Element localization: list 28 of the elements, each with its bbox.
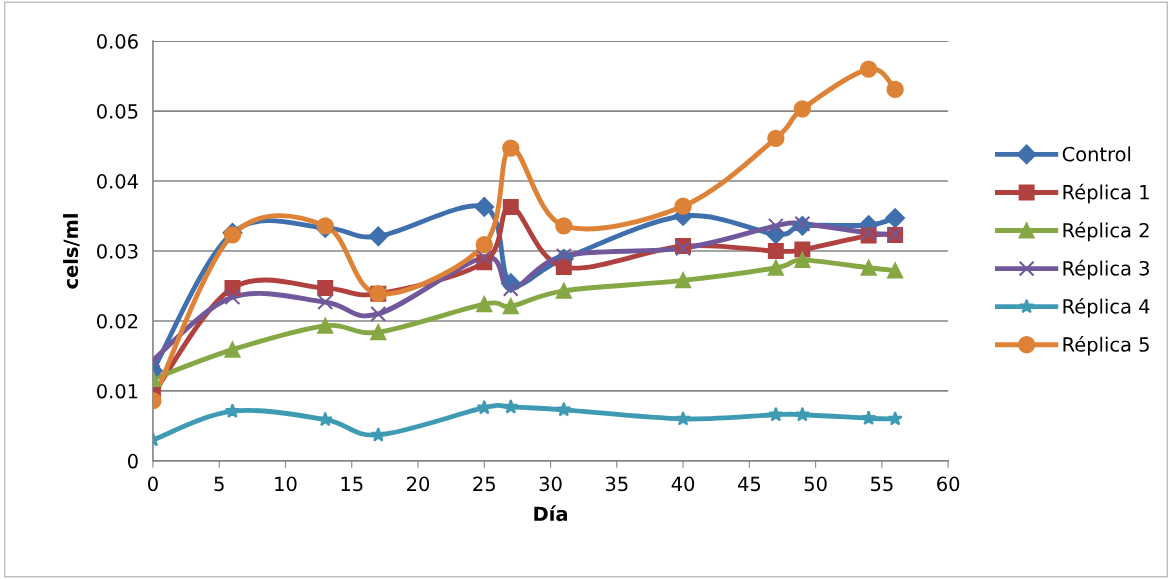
x-tick-label: 30 [539, 476, 562, 492]
x-tick-label: 50 [804, 476, 827, 492]
legend-label: Réplica 3 [1063, 259, 1149, 280]
x-tick-label: 15 [341, 476, 363, 492]
y-tick-label: 0.03 [97, 243, 138, 259]
x-tick-label: 40 [671, 476, 695, 492]
y-axis-title: cels/ml [63, 214, 80, 289]
x-tick-label: 25 [473, 476, 495, 492]
x-tick-label: 60 [937, 476, 960, 492]
x-tick-label: 45 [737, 476, 761, 492]
x-tick-label: 5 [214, 476, 224, 492]
x-tick-label: 35 [605, 476, 628, 492]
y-tick-label: 0.01 [97, 383, 138, 399]
legend-label: Réplica 2 [1063, 221, 1149, 242]
y-tick-label: 0.02 [97, 313, 138, 329]
x-tick-label: 55 [871, 476, 893, 492]
legend-label: Réplica 4 [1063, 297, 1150, 318]
y-tick-label: 0.05 [97, 104, 138, 119]
y-tick-label: 0 [127, 453, 138, 469]
x-tick-label: 0 [148, 476, 158, 492]
y-tick-label: 0.04 [97, 173, 138, 189]
x-axis-title: Día [534, 505, 567, 522]
legend-label: Réplica 1 [1063, 183, 1149, 204]
x-tick-label: 10 [275, 476, 297, 492]
x-tick-label: 20 [407, 476, 430, 492]
y-tick-label: 0.06 [97, 34, 138, 49]
legend-label: Réplica 5 [1063, 335, 1149, 356]
legend-label: Control [1062, 146, 1131, 162]
